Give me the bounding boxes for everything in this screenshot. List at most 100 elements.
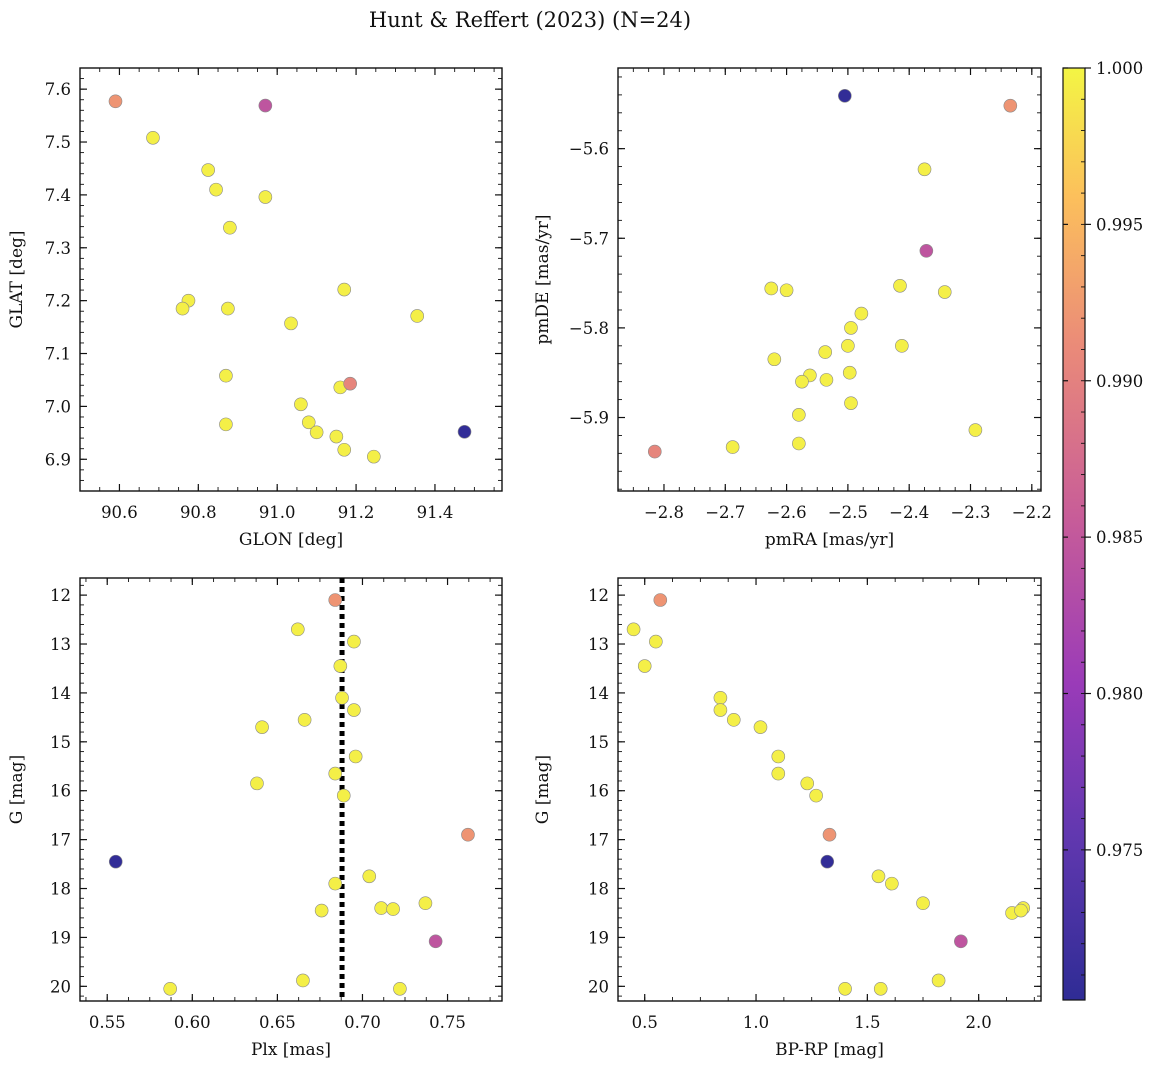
data-point: [819, 373, 834, 387]
x-tick-label: 0.55: [89, 1013, 126, 1032]
data-point: [792, 408, 806, 422]
data-point: [294, 397, 308, 412]
y-tick-label: 14: [588, 684, 609, 703]
data-point: [931, 973, 946, 988]
data-point: [337, 442, 352, 457]
data-point: [885, 876, 899, 891]
colorbar-tick-label: 0.990: [1096, 372, 1143, 391]
data-point: [343, 376, 357, 391]
data-point: [410, 309, 425, 323]
data-point: [838, 88, 852, 103]
colorbar-tick-label: 0.975: [1096, 841, 1143, 860]
y-tick-label: 7.1: [45, 345, 71, 364]
data-point: [713, 703, 728, 717]
x-tick-label: 0.75: [429, 1013, 466, 1032]
x-tick-label: 1.0: [743, 1013, 769, 1032]
y-tick-label: −5.8: [569, 319, 609, 338]
x-tick-label: 91.4: [417, 503, 454, 522]
data-point: [333, 659, 348, 673]
y-tick-label: −5.7: [569, 229, 609, 248]
data-point: [818, 345, 833, 359]
data-point: [362, 869, 377, 884]
data-point: [771, 749, 786, 764]
data-point: [854, 306, 869, 321]
y-tick-label: 18: [588, 880, 609, 899]
y-axis-label: pmDE [mas/yr]: [533, 214, 553, 344]
data-point: [779, 283, 794, 298]
data-point: [809, 788, 823, 803]
x-tick-label: −2.8: [644, 503, 684, 522]
x-axis-label: pmRA [mas/yr]: [765, 530, 894, 550]
data-point: [800, 776, 815, 791]
colorbar-tick-label: 0.980: [1096, 685, 1143, 704]
data-point: [223, 220, 237, 235]
data-point: [258, 98, 273, 113]
y-tick-label: 7.2: [45, 292, 71, 311]
y-tick-label: −5.6: [569, 140, 609, 159]
y-tick-label: 7.5: [45, 133, 71, 152]
plot-frame: [79, 67, 503, 492]
data-point: [895, 339, 909, 353]
x-tick-label: −2.6: [767, 503, 807, 522]
y-tick-label: 7.3: [45, 239, 71, 258]
scatter-panels: 90.6 90.8 91.0 91.2 91.4 6.9 7.0 7.1 7.2 7.3 7.4 7.…: [7, 67, 1052, 1060]
y-tick-label: 12: [50, 586, 71, 605]
plot-frame: [617, 67, 1042, 492]
data-point: [841, 339, 855, 353]
y-tick-label: 16: [50, 782, 71, 801]
x-tick-label: −2.7: [705, 503, 745, 522]
data-point: [108, 94, 123, 109]
data-point: [917, 162, 932, 177]
panel-bprp_g: 0.5 1.0 1.5 2.0 12 13 14 15 16 17 18 19 20 BP-RP [mag…: [533, 577, 1042, 1060]
data-point: [393, 981, 407, 996]
data-point: [374, 901, 388, 915]
data-point: [842, 365, 857, 380]
y-axis-label: GLAT [deg]: [7, 230, 27, 328]
data-point: [954, 934, 968, 949]
data-point: [163, 981, 177, 996]
data-point: [653, 593, 668, 607]
x-tick-label: 90.8: [180, 503, 217, 522]
x-tick-label: 0.70: [344, 1013, 381, 1032]
data-point: [329, 429, 344, 444]
y-tick-label: 16: [588, 782, 609, 801]
colorbar-gradient: [1062, 67, 1086, 1001]
data-point: [221, 301, 235, 316]
data-point: [328, 593, 343, 607]
x-tick-label: −2.4: [889, 503, 929, 522]
x-tick-label: −2.3: [950, 503, 990, 522]
plot-frame: [617, 577, 1042, 1002]
data-point: [314, 903, 329, 918]
data-point: [753, 720, 768, 734]
data-point: [284, 316, 298, 331]
data-point: [764, 281, 779, 296]
data-point: [219, 417, 233, 432]
data-point: [347, 634, 361, 649]
y-tick-label: 20: [588, 977, 609, 996]
data-point: [108, 854, 123, 869]
data-point: [258, 190, 273, 204]
data-point: [649, 634, 663, 649]
data-point: [792, 436, 806, 451]
data-point: [726, 713, 741, 727]
data-point: [916, 896, 930, 910]
data-point: [328, 876, 343, 891]
x-tick-label: 0.5: [632, 1013, 658, 1032]
data-point: [209, 182, 223, 197]
data-point: [871, 869, 886, 884]
data-point: [626, 622, 641, 637]
data-point: [637, 659, 652, 673]
data-point: [919, 244, 934, 258]
data-point: [250, 776, 264, 791]
data-point: [347, 703, 361, 717]
data-point: [335, 691, 349, 705]
data-point: [820, 854, 835, 869]
y-tick-label: 13: [50, 635, 71, 654]
data-point: [968, 423, 983, 437]
data-point: [336, 788, 351, 803]
y-tick-label: 17: [588, 831, 609, 850]
y-tick-label: 19: [50, 928, 71, 947]
data-point: [725, 440, 740, 454]
data-point: [461, 827, 475, 842]
